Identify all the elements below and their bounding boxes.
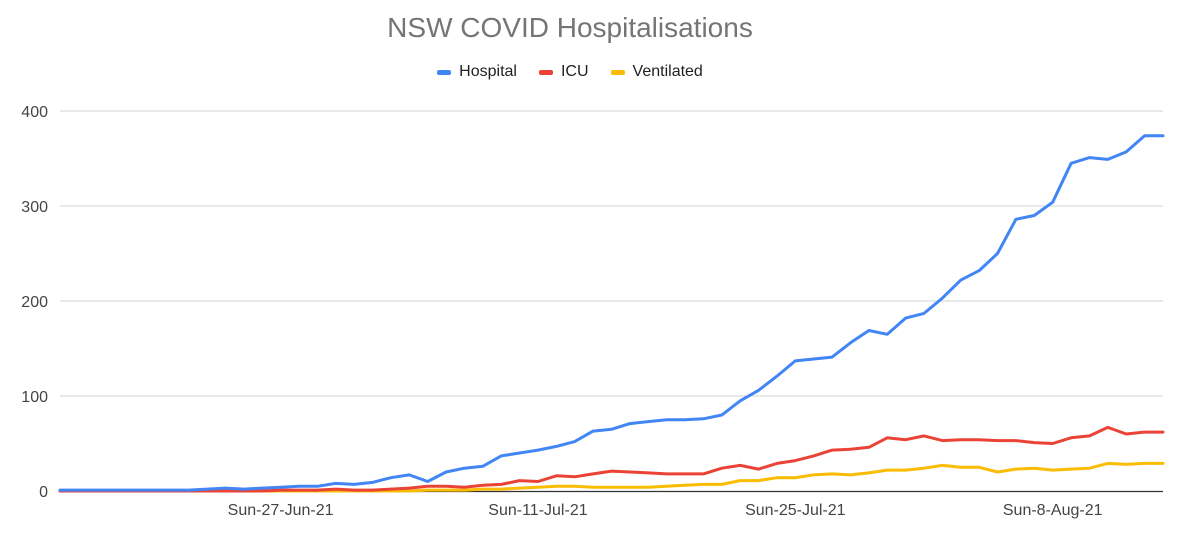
x-tick-label: Sun-25-Jul-21 xyxy=(745,502,846,519)
y-tick-label: 200 xyxy=(21,294,48,311)
legend-label-hospital: Hospital xyxy=(459,63,517,80)
series-line-hospital[interactable] xyxy=(58,134,1165,492)
legend-item-icu[interactable]: ICU xyxy=(538,63,589,81)
y-tick-label: 300 xyxy=(21,199,48,216)
y-tick-label: 0 xyxy=(39,484,48,501)
legend-item-ventilated[interactable]: Ventilated xyxy=(610,63,703,81)
legend-item-hospital[interactable]: Hospital xyxy=(437,63,517,81)
x-tick-label: Sun-8-Aug-21 xyxy=(1003,502,1103,519)
legend-label-ventilated: Ventilated xyxy=(632,63,703,80)
y-tick-label: 100 xyxy=(21,389,48,406)
legend-label-icu: ICU xyxy=(560,63,589,80)
chart-title: NSW COVID Hospitalisations xyxy=(387,12,753,43)
y-tick-label: 400 xyxy=(21,104,48,121)
legend-swatch-ventilated xyxy=(610,69,625,75)
x-tick-label: Sun-11-Jul-21 xyxy=(488,502,587,519)
chart-legend: Hospital ICU Ventilated xyxy=(0,63,1140,81)
series-line-icu[interactable] xyxy=(58,425,1165,493)
x-tick-label: Sun-27-Jun-21 xyxy=(228,502,334,519)
legend-swatch-icu xyxy=(538,69,553,75)
legend-swatch-hospital xyxy=(437,69,452,75)
